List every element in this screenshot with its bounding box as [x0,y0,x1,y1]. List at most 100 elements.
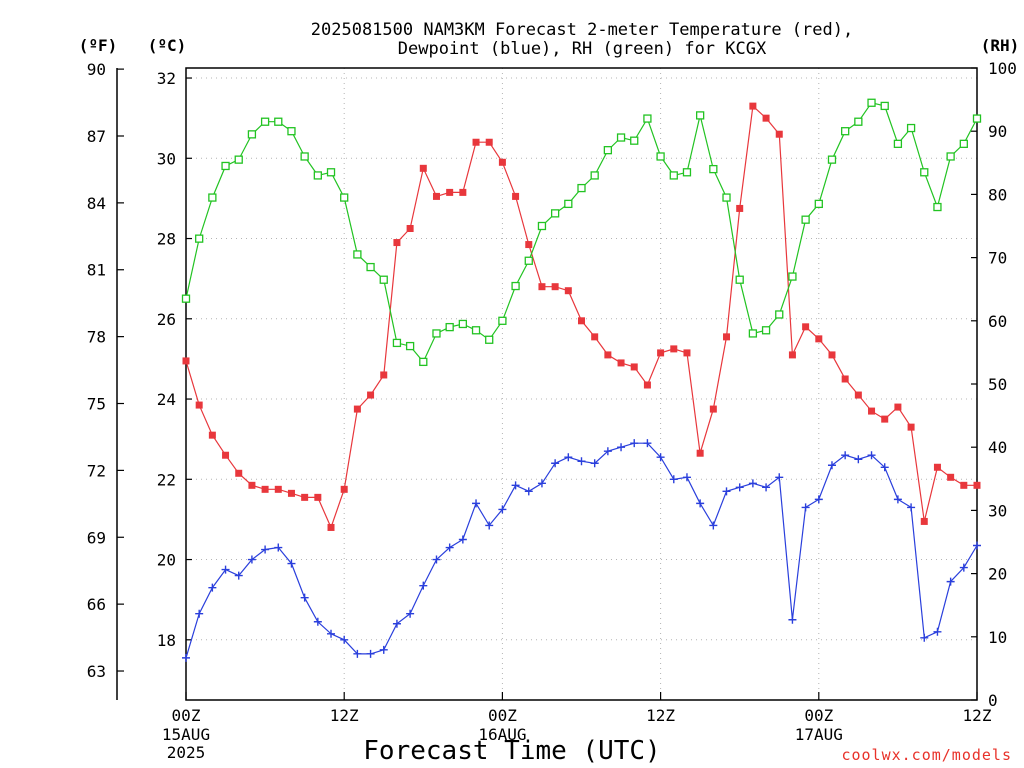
temperature-point [195,401,203,409]
rh-point [366,262,375,272]
x-tick-label: 12Z [646,706,675,725]
rh-point [775,310,784,319]
rh-axis: 0 10 20 30 40 50 60 70 80 90 100 [971,59,1017,710]
rh-tick-label: 100 [988,59,1017,78]
dewpoint-point [247,555,256,564]
rh-point [181,294,191,303]
dewpoint-point [511,481,520,490]
rh-point [405,341,415,351]
dewpoint-point [801,503,810,512]
series-rh [181,98,982,367]
temperature-point [775,130,783,138]
rh-point [748,329,758,338]
temperature-point [432,192,440,200]
rh-point [471,326,481,335]
rh-point [195,234,204,243]
dewpoint-point [617,443,626,452]
dewpoint-point [419,581,428,590]
x-tick-label: 12Z [963,706,992,725]
temperature-point [208,431,216,439]
temperature-point [630,363,638,371]
temperature-point [933,463,941,471]
dewpoint-point [537,479,546,488]
celsius-tick-label: 26 [157,310,176,329]
temperature-point [564,287,572,295]
dewpoint-point [973,541,981,550]
x-tick-label: 00Z [488,706,517,725]
dewpoint-point [274,543,283,552]
temperature-point [314,493,322,501]
dewpoint-point [735,483,744,492]
rh-point [801,215,810,224]
temperature-point [670,345,678,353]
chart-title-line2: Dewpoint (blue), RH (green) for KCGX [398,39,767,59]
temperature-point [788,351,796,359]
dewpoint-point [709,521,718,530]
temperature-point [762,114,770,122]
dewpoint-point [814,495,823,504]
rh-point [696,111,705,120]
x-tick-date: 15AUG [162,725,210,744]
rh-point [287,127,296,136]
temperature-point [327,523,335,531]
temperature-point [380,371,388,379]
dewpoint-point [643,439,652,448]
celsius-tick-label: 18 [157,631,176,650]
rh-point [445,322,454,332]
dewpoint-point [762,483,771,492]
temperature-point [459,188,467,196]
celsius-tick-label: 32 [157,69,176,88]
rh-point [208,193,217,202]
temperature-point [696,449,704,457]
temperature-point [235,469,243,477]
unit-label-rh: (RH) [981,36,1020,55]
fahrenheit-tick-label: 63 [87,662,106,681]
dewpoint-point [524,487,533,496]
temperature-point [287,489,295,497]
dewpoint-point [893,495,902,504]
dewpoint-point [208,583,217,592]
fahrenheit-tick-label: 87 [87,127,106,146]
rh-point [498,316,507,325]
dewpoint-point [498,505,507,514]
dewpoint-point [261,545,270,554]
rh-point [761,326,771,335]
series-layer [181,98,982,662]
temperature-point [367,391,375,399]
dewpoint-point [696,499,705,508]
temperature-point [709,405,717,413]
dewpoint-point [880,463,889,472]
x-axis-title: Forecast Time (UTC) [363,736,660,766]
temperature-point [947,473,955,481]
rh-point [682,168,692,177]
rh-point [260,117,270,126]
rh-point [893,139,903,148]
rh-point [722,193,731,202]
dewpoint-point [327,629,336,638]
temperature-point [472,138,480,146]
dewpoint-point [748,479,757,488]
temperature-point [841,375,849,383]
dewpoint-point [827,461,836,470]
rh-point [959,139,968,148]
temperature-point [868,407,876,415]
temperature-point [749,102,757,110]
rh-point [564,199,573,209]
fahrenheit-tick-label: 75 [87,395,106,414]
x-tick-label: 00Z [804,706,833,725]
dewpoint-point [669,475,678,484]
dewpoint-point [458,535,467,544]
unit-label-fahrenheit: (ºF) [79,36,118,55]
temperature-point [261,485,269,493]
temperature-point [512,192,520,200]
dewpoint-point [722,487,731,496]
rh-point [432,329,441,338]
dewpoint-point [590,459,599,468]
unit-label-celsius: (ºC) [148,36,187,55]
temperature-point [920,517,928,525]
temperature-point [657,349,665,357]
rh-tick-label: 90 [988,122,1007,141]
dewpoint-point [946,577,955,586]
dewpoint-point [287,559,296,568]
